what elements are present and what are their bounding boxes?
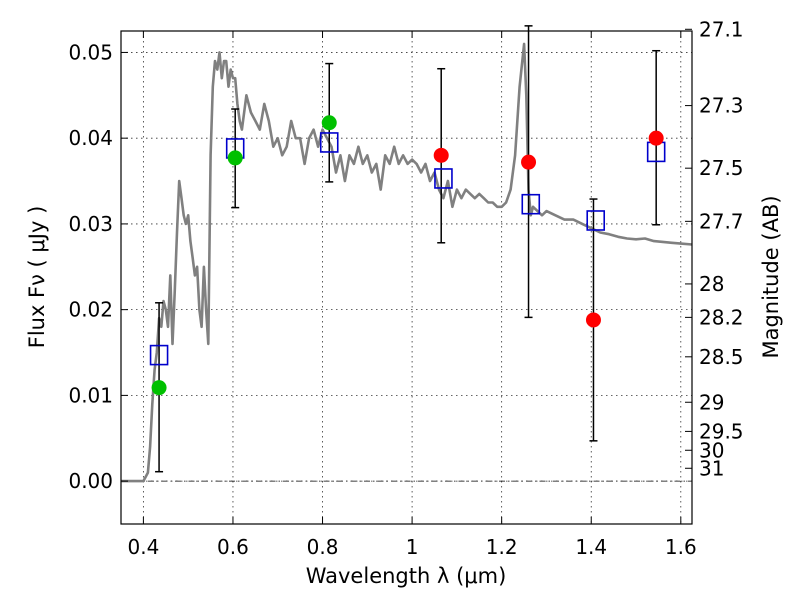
non-detection-point — [521, 154, 537, 170]
x-tick-label: 1.4 — [575, 535, 607, 559]
magnitude-tick-label: 27.3 — [699, 94, 744, 118]
y-tick-label: 0.04 — [68, 126, 113, 150]
model-photometry-square — [319, 132, 339, 153]
magnitude-tick-label: 27.1 — [699, 17, 744, 41]
y-tick-labels: 0.00 0.01 0.02 0.03 0.04 0.05 — [68, 40, 113, 493]
non-detection-point — [433, 147, 449, 163]
detection-point — [227, 150, 243, 166]
x-tick-label: 0.4 — [127, 535, 159, 559]
model-sed-group — [121, 42, 693, 483]
y-tick-label: 0.05 — [68, 40, 113, 64]
x-tick-label: 1 — [406, 535, 419, 559]
y-tick-label: 0.01 — [68, 383, 113, 407]
magnitude-axis-label: Magnitude (AB) — [759, 195, 783, 358]
axis-ticks — [121, 28, 692, 524]
x-tick-label: 1.6 — [665, 535, 697, 559]
model-photometry-square — [434, 168, 453, 189]
non-detection-point — [648, 130, 664, 146]
model-sed-line — [121, 42, 693, 483]
non-detection-point — [585, 312, 601, 328]
magnitude-tick-label: 28 — [699, 272, 724, 296]
plot-frame — [120, 30, 693, 525]
magnitude-tick-label: 27.7 — [699, 209, 744, 233]
y-tick-label: 0.00 — [68, 469, 113, 493]
magnitude-tick-label: 29.5 — [699, 419, 744, 443]
magnitude-tick-label: 27.5 — [699, 156, 744, 180]
model-photometry-square — [521, 193, 541, 215]
y-tick-label: 0.03 — [68, 212, 113, 236]
model-photometry-square — [149, 344, 169, 366]
magnitude-tick-label: 31 — [699, 456, 724, 480]
detection-point — [321, 115, 337, 131]
x-tick-label: 1.2 — [486, 535, 518, 559]
magnitude-tick-label: 30 — [699, 438, 724, 462]
observed-points-group — [151, 115, 664, 396]
magnitude-tick-label: 28.5 — [699, 345, 744, 369]
y-axis-label: Flux Fν ( μJy ) — [25, 206, 49, 349]
model-photometry-group — [149, 132, 666, 366]
detection-point — [151, 380, 167, 396]
x-axis-label: Wavelength λ (μm) — [306, 564, 507, 588]
x-tick-labels: 0.4 0.6 0.8 1 1.2 1.4 1.6 — [127, 535, 696, 559]
y-tick-label: 0.02 — [68, 298, 113, 322]
model-photometry-square — [586, 210, 606, 231]
x-tick-label: 0.8 — [307, 535, 339, 559]
magnitude-tick-label: 28.2 — [699, 305, 744, 329]
magnitude-tick-label: 29 — [699, 390, 724, 414]
x-tick-label: 0.6 — [217, 535, 249, 559]
